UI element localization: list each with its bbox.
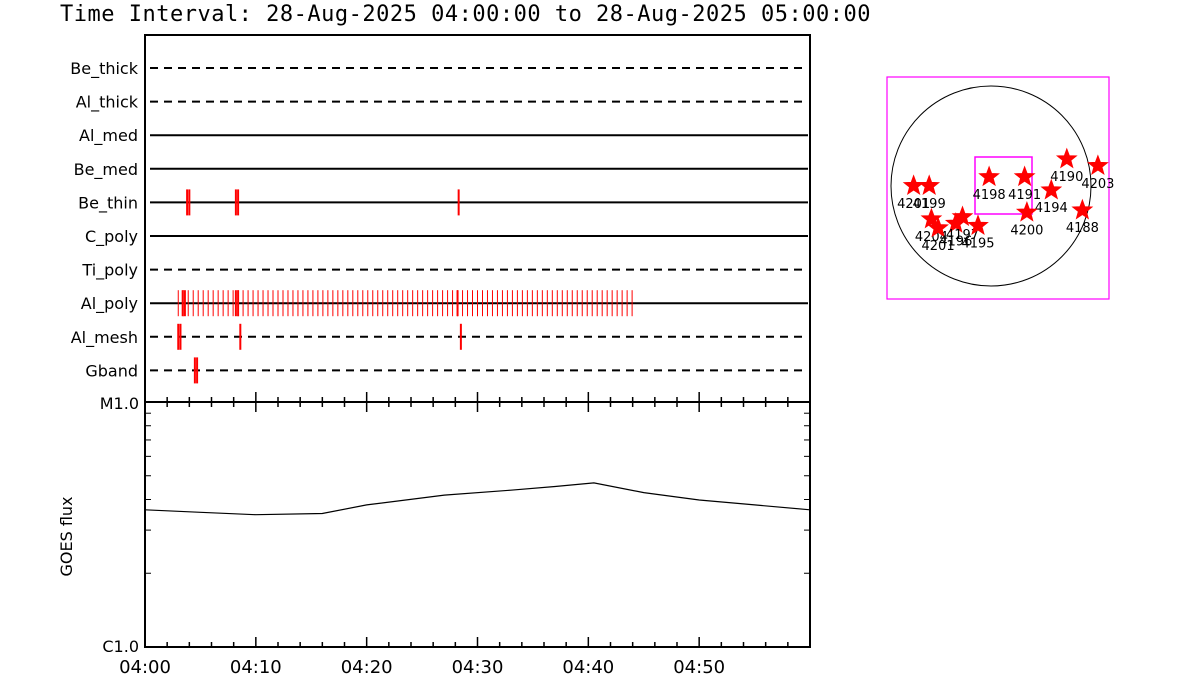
timeline-frame [144,34,811,403]
channel-label-gband: Gband [85,361,138,380]
active-region-star [1040,178,1063,200]
channel-label-be-thick: Be_thick [70,59,138,79]
map-frame [886,76,1110,300]
active-region-label: 4198 [973,188,1006,203]
channel-label-be-med: Be_med [74,160,138,180]
time-interval-title: Time Interval: 28-Aug-2025 04:00:00 to 2… [60,2,871,27]
active-region-star [1015,200,1038,222]
channel-label-al-med: Al_med [79,126,138,146]
active-region-label: 4201 [922,239,955,254]
solar-limb-circle [890,85,1092,287]
active-region-star [967,214,989,235]
active-region-label: 4194 [1035,201,1068,216]
active-region-star [951,205,974,227]
active-region-star [918,174,941,196]
active-region-label: 4190 [1050,170,1083,185]
active-region-star [1013,165,1036,187]
x-tick-label: 04:50 [673,657,725,678]
channel-label-be-thin: Be_thin [78,193,138,213]
active-region-label: 4195 [961,237,994,252]
channel-label-al-mesh: Al_mesh [71,328,138,348]
goes-flux-line [144,482,811,516]
active-region-star [1055,147,1078,169]
x-tick-label: 04:10 [230,657,282,678]
active-region-label: 4199 [913,197,946,212]
fov-box [974,156,1033,215]
goes-flux-plot: 04:00 04:10 04:20 04:30 04:40 04:50 M1.0 C1.0 GO… [57,392,811,678]
goes-frame [144,401,811,648]
x-tick-label: 04:40 [562,657,614,678]
channel-label-ti-poly: Ti_poly [81,261,138,281]
active-region-label: 4203 [1081,177,1114,192]
x-tick-label: 04:30 [452,657,504,678]
active-region-label: 4191 [1008,188,1041,203]
solar-disk-map: 4198 419141904203419441884200420141994204… [886,76,1114,300]
active-region-star [1087,154,1109,176]
channel-label-al-thick: Al_thick [76,93,139,113]
active-region-star [978,165,1000,187]
y-tick-label-bottom: C1.0 [102,637,139,656]
active-region-star [927,216,949,238]
active-region-label: 4196 [939,235,972,250]
active-region-star [1071,198,1094,220]
active-region-label: 4188 [1066,221,1099,236]
y-tick-label-top: M1.0 [100,394,139,413]
channel-label-al-poly: Al_poly [81,294,138,314]
active-region-star [920,207,943,229]
active-region-star [902,174,925,196]
x-tick-label: 04:00 [119,657,171,678]
active-region-label: 4197 [946,228,979,243]
active-region-label: 4200 [1010,223,1043,238]
event-timeline-plot: Be_thick Al_thick Al_med Be_med Be_thin C_pol… [70,34,811,403]
y-axis-label: GOES flux [57,496,76,576]
x-tick-label: 04:20 [341,657,393,678]
channel-label-c-poly: C_poly [85,227,138,247]
active-region-label: 4201 [897,197,930,212]
